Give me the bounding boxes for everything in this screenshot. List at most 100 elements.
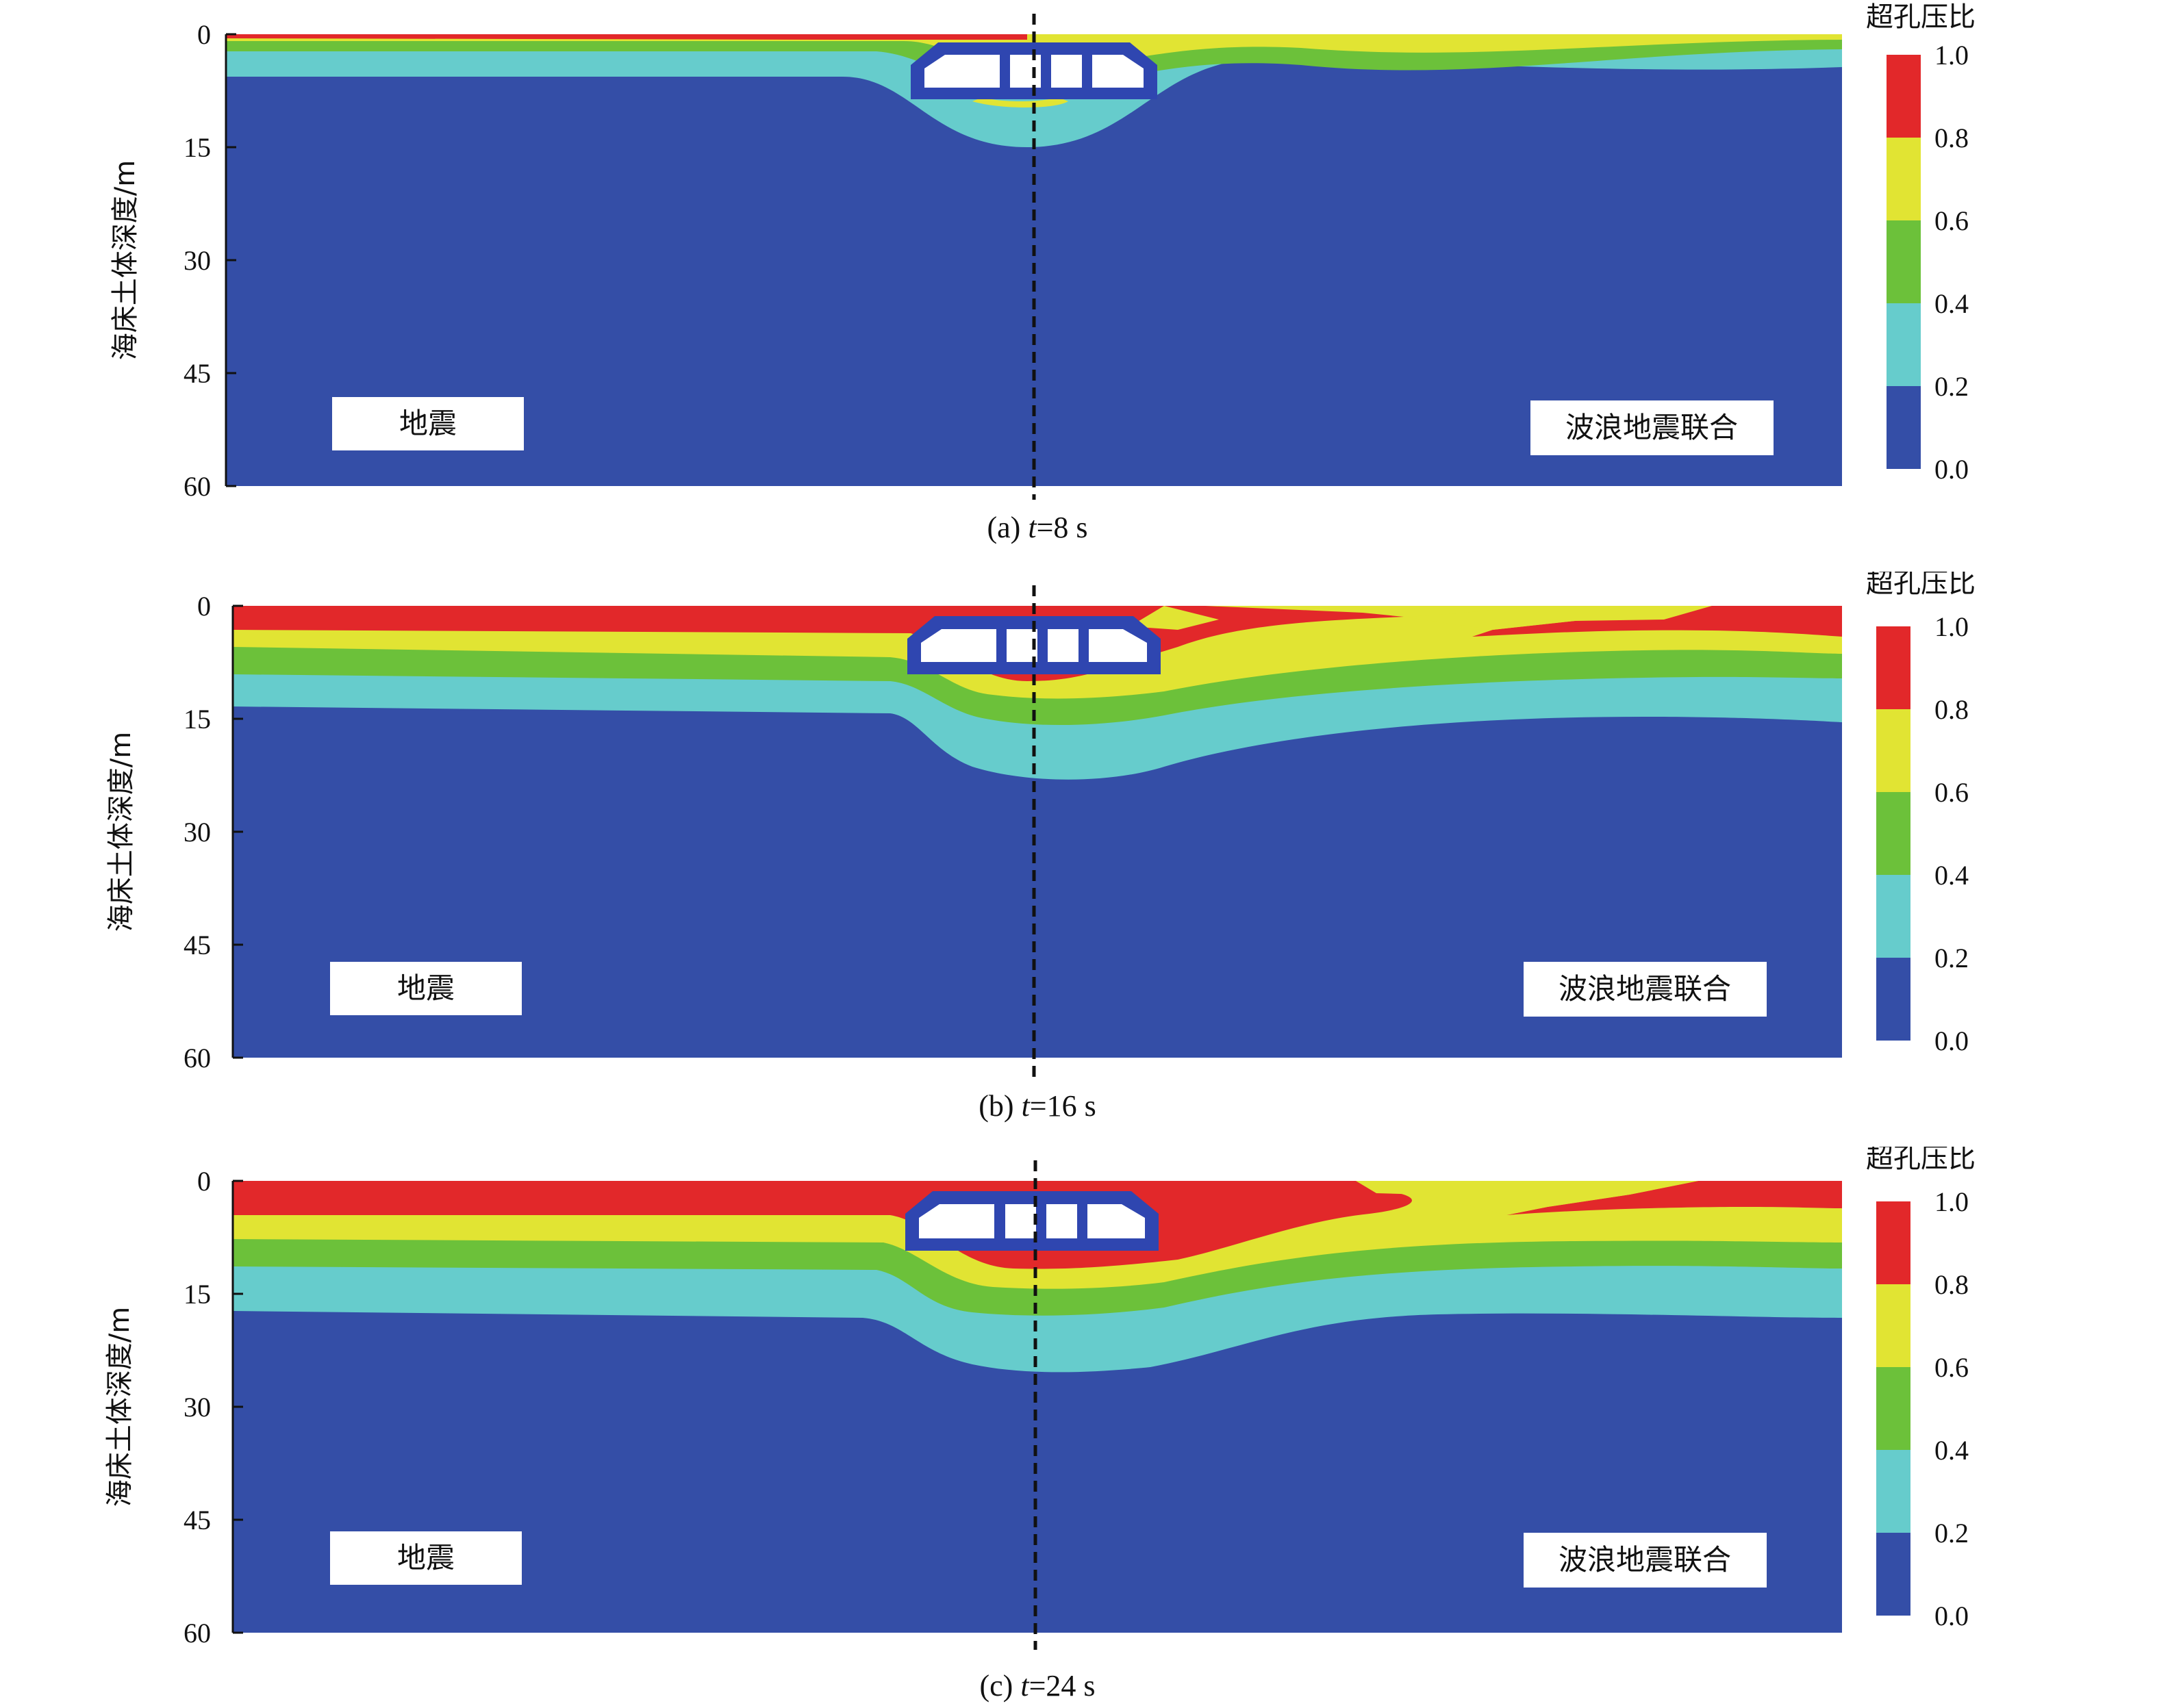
legend-swatch-0.0-0.2 bbox=[1876, 1533, 1910, 1616]
tunnel-cell-right bbox=[1087, 1204, 1145, 1238]
legend-value: 0.8 bbox=[1934, 1269, 1969, 1300]
legend-value: 0.0 bbox=[1934, 1601, 1969, 1631]
legend: 超孔压比 1.0 0.8 0.6 0.4 0.2 0.0 bbox=[1866, 572, 1976, 1056]
caption-value: =24 s bbox=[1029, 1669, 1096, 1703]
legend-swatch-0.6-0.8 bbox=[1876, 1284, 1910, 1367]
left-label: 地震 bbox=[397, 1541, 455, 1575]
legend-swatch-0.0-0.2 bbox=[1887, 386, 1921, 469]
tunnel-cell-mid-left bbox=[1010, 55, 1041, 88]
caption-c: (c) t=24 s bbox=[524, 1668, 1551, 1703]
band-0.6-0.8-under-tunnel bbox=[972, 97, 1068, 107]
y-tick-label: 30 bbox=[184, 245, 211, 276]
legend-value: 0.0 bbox=[1934, 1025, 1969, 1056]
caption-value: =8 s bbox=[1036, 511, 1088, 544]
left-label-box bbox=[330, 962, 522, 1015]
left-label: 地震 bbox=[397, 971, 455, 1005]
legend-value: 1.0 bbox=[1934, 611, 1969, 642]
tunnel-cell-right bbox=[1089, 629, 1147, 662]
caption-value: =16 s bbox=[1029, 1089, 1096, 1123]
caption-b: (b) t=16 s bbox=[524, 1088, 1551, 1123]
right-label: 波浪地震联合 bbox=[1565, 411, 1738, 444]
band-0.6-0.8-top-patch bbox=[1404, 606, 1712, 630]
y-axis: 0 15 30 45 60 海床土体深度/m bbox=[105, 591, 243, 1073]
caption-prefix: (b) bbox=[979, 1089, 1022, 1123]
band-0.6-0.8-top-patch bbox=[1130, 606, 1219, 630]
legend-value: 1.0 bbox=[1934, 40, 1969, 71]
y-tick-label: 15 bbox=[184, 704, 211, 735]
caption-variable: t bbox=[1028, 511, 1037, 544]
y-tick-label: 0 bbox=[197, 1166, 211, 1197]
legend-value: 0.6 bbox=[1934, 205, 1969, 236]
tunnel-cell-mid-right bbox=[1048, 629, 1078, 662]
legend-value: 0.4 bbox=[1934, 288, 1969, 319]
legend: 超孔压比 1.0 0.8 0.6 0.4 0.2 0.0 bbox=[1866, 1, 1976, 485]
tunnel-cell-left bbox=[924, 55, 1000, 88]
legend-swatch-0.6-0.8 bbox=[1887, 138, 1921, 220]
y-tick-label: 60 bbox=[184, 1618, 211, 1648]
legend-value: 0.6 bbox=[1934, 1352, 1969, 1383]
left-label-box bbox=[332, 397, 524, 450]
legend-title: 超孔压比 bbox=[1866, 1147, 1976, 1174]
band-0.6-0.8-top-patch bbox=[1424, 1181, 1698, 1215]
legend-value: 0.8 bbox=[1934, 694, 1969, 725]
band-0.6-0.8-top-patch bbox=[1356, 1181, 1452, 1195]
caption-variable: t bbox=[1020, 1669, 1029, 1703]
panel-c: 0 15 30 45 60 海床土体深度/m 地震 波浪地震联合 超孔压比 1.… bbox=[0, 1147, 2157, 1708]
legend-value: 1.0 bbox=[1934, 1186, 1969, 1217]
legend-swatch-0.8-1.0 bbox=[1876, 626, 1910, 709]
y-tick-label: 60 bbox=[184, 1043, 211, 1073]
legend-value: 0.8 bbox=[1934, 123, 1969, 153]
legend-swatch-0.2-0.4 bbox=[1876, 1450, 1910, 1533]
contour-plot-b: 0 15 30 45 60 海床土体深度/m 地震 波浪地震联合 超孔压比 1.… bbox=[105, 572, 1976, 1082]
right-label-box bbox=[1524, 1533, 1767, 1588]
y-axis-label: 海床土体深度/m bbox=[104, 1307, 136, 1507]
y-tick-label: 60 bbox=[184, 471, 211, 502]
panel-b: 0 15 30 45 60 海床土体深度/m 地震 波浪地震联合 超孔压比 1.… bbox=[0, 572, 2157, 1133]
tunnel-cell-left bbox=[921, 629, 996, 662]
y-tick-label: 0 bbox=[197, 19, 211, 50]
caption-variable: t bbox=[1021, 1089, 1030, 1123]
contour-plot-a: 0 15 30 45 60 海床土体深度/m 地震 波浪地震联合 超孔压比 1.… bbox=[110, 1, 1976, 502]
y-tick-label: 45 bbox=[184, 930, 211, 960]
y-tick-label: 15 bbox=[184, 1279, 211, 1310]
legend-swatch-0.0-0.2 bbox=[1876, 958, 1910, 1041]
right-label-box bbox=[1530, 400, 1774, 455]
legend-value: 0.4 bbox=[1934, 860, 1969, 891]
band-0.8-1.0-right bbox=[1472, 606, 1842, 637]
tunnel bbox=[905, 1191, 1159, 1251]
tunnel-cell-mid-right bbox=[1051, 55, 1082, 88]
legend-swatch-0.8-1.0 bbox=[1876, 1201, 1910, 1284]
legend-swatch-0.4-0.6 bbox=[1876, 1367, 1910, 1450]
left-label-box bbox=[330, 1531, 522, 1585]
legend-value: 0.6 bbox=[1934, 777, 1969, 808]
legend-value: 0.2 bbox=[1934, 371, 1969, 402]
y-axis: 0 15 30 45 60 海床土体深度/m bbox=[104, 1166, 243, 1648]
caption-prefix: (c) bbox=[979, 1669, 1021, 1703]
tunnel-cell-right bbox=[1092, 55, 1144, 88]
y-axis-label: 海床土体深度/m bbox=[105, 732, 137, 932]
caption-prefix: (a) bbox=[987, 511, 1029, 544]
right-label-box bbox=[1524, 962, 1767, 1017]
legend-swatch-0.4-0.6 bbox=[1876, 792, 1910, 875]
tunnel-cell-mid-right bbox=[1046, 1204, 1077, 1238]
legend-value: 0.2 bbox=[1934, 1518, 1969, 1548]
right-label: 波浪地震联合 bbox=[1559, 1543, 1731, 1577]
left-label: 地震 bbox=[399, 407, 457, 440]
legend-value: 0.0 bbox=[1934, 454, 1969, 485]
legend-value: 0.2 bbox=[1934, 943, 1969, 973]
caption-a: (a) t=8 s bbox=[524, 510, 1551, 545]
legend-title: 超孔压比 bbox=[1866, 1, 1976, 33]
y-tick-label: 0 bbox=[197, 591, 211, 622]
y-tick-label: 30 bbox=[184, 1392, 211, 1423]
contour-plot-c: 0 15 30 45 60 海床土体深度/m 地震 波浪地震联合 超孔压比 1.… bbox=[104, 1147, 1976, 1650]
legend-title: 超孔压比 bbox=[1866, 572, 1976, 599]
y-tick-label: 45 bbox=[184, 1505, 211, 1535]
tunnel bbox=[907, 616, 1161, 674]
y-axis-label: 海床土体深度/m bbox=[110, 160, 141, 360]
band-0.8-1.0 bbox=[226, 34, 1027, 40]
y-tick-label: 15 bbox=[184, 132, 211, 163]
tunnel-cell-left bbox=[919, 1204, 994, 1238]
legend-swatch-0.2-0.4 bbox=[1876, 875, 1910, 958]
legend-swatch-0.6-0.8 bbox=[1876, 709, 1910, 792]
right-label: 波浪地震联合 bbox=[1559, 972, 1731, 1006]
